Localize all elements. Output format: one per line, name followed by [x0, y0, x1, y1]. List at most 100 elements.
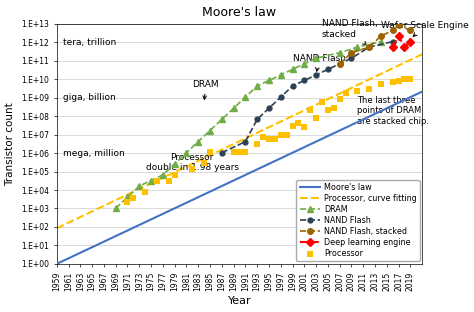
Moore's law — [55, 261, 61, 265]
NAND Flash — [325, 67, 331, 71]
Moore's law — [54, 262, 60, 266]
Legend: Moore's law, Processor, curve fitting, DRAM, NAND Flash, NAND Flash, stacked, De: Moore's law, Processor, curve fitting, D… — [296, 180, 420, 261]
DRAM — [254, 84, 260, 88]
Processor — [312, 116, 320, 121]
NAND Flash, stacked — [378, 34, 384, 38]
Processor — [259, 134, 267, 139]
NAND Flash — [348, 56, 354, 60]
DRAM — [313, 56, 319, 60]
NAND Flash, stacked — [337, 62, 343, 66]
NAND Flash — [219, 151, 225, 155]
DRAM — [207, 129, 213, 132]
Processor — [407, 77, 414, 82]
Line: NAND Flash, stacked: NAND Flash, stacked — [337, 22, 413, 66]
Moore's law — [362, 117, 367, 120]
Processor — [401, 77, 408, 82]
Moore's law — [278, 157, 283, 160]
Processor — [395, 79, 402, 84]
NAND Flash — [337, 62, 343, 66]
DRAM — [219, 118, 225, 121]
DRAM — [183, 151, 189, 155]
Line: Deep learning engine: Deep learning engine — [390, 33, 413, 50]
DRAM — [290, 67, 295, 71]
Processor — [389, 80, 396, 85]
Processor, curve fitting — [419, 52, 425, 56]
Moore's law — [270, 160, 276, 164]
Line: Moore's law: Moore's law — [57, 92, 422, 264]
Processor — [336, 97, 344, 102]
Processor — [236, 149, 243, 154]
NAND Flash, stacked — [396, 23, 401, 27]
Processor — [283, 133, 291, 138]
Deep learning engine — [390, 45, 395, 49]
Line: Processor, curve fitting: Processor, curve fitting — [57, 54, 422, 228]
Processor — [189, 167, 196, 172]
NAND Flash — [243, 140, 248, 144]
Line: DRAM: DRAM — [113, 39, 383, 211]
Title: Moore's law: Moore's law — [202, 6, 276, 18]
Line: NAND Flash: NAND Flash — [219, 39, 395, 155]
DRAM — [148, 179, 154, 183]
Processor — [153, 179, 161, 184]
Processor, curve fitting — [385, 69, 391, 72]
DRAM — [113, 207, 118, 210]
DRAM — [172, 162, 177, 166]
Deep learning engine — [408, 40, 413, 43]
DRAM — [195, 140, 201, 144]
DRAM — [278, 73, 283, 77]
Text: giga, billion: giga, billion — [63, 93, 115, 102]
Processor — [330, 105, 337, 110]
DRAM — [243, 95, 248, 99]
Processor — [301, 125, 308, 130]
NAND Flash — [390, 40, 395, 43]
Processor — [129, 196, 137, 201]
DRAM — [301, 62, 307, 66]
Text: tera, trillion: tera, trillion — [63, 38, 116, 47]
Processor, curve fitting — [272, 123, 277, 127]
Processor — [206, 149, 214, 154]
Processor — [318, 100, 326, 105]
DRAM — [337, 51, 343, 55]
NAND Flash, stacked — [366, 45, 372, 49]
Processor, curve fitting — [270, 123, 276, 127]
Processor — [230, 149, 237, 154]
Processor — [324, 107, 332, 112]
Processor — [265, 137, 273, 142]
Processor, curve fitting — [55, 226, 61, 230]
Processor — [124, 199, 131, 204]
Text: DRAM: DRAM — [192, 80, 219, 100]
Processor, curve fitting — [362, 80, 367, 84]
Processor — [365, 86, 373, 91]
NAND Flash, stacked — [348, 51, 354, 55]
Text: NAND Flash,
stacked: NAND Flash, stacked — [322, 19, 378, 45]
Text: Processor
double in 1.98 years: Processor double in 1.98 years — [146, 153, 239, 173]
Processor — [295, 121, 302, 126]
Moore's law — [385, 106, 391, 110]
NAND Flash — [290, 84, 295, 88]
NAND Flash — [366, 45, 372, 49]
Processor — [165, 179, 173, 184]
Processor — [289, 124, 296, 129]
DRAM — [137, 184, 142, 188]
Processor — [342, 90, 349, 95]
Text: The last three
points of DRAM
are stacked chip.: The last three points of DRAM are stacke… — [357, 96, 429, 125]
NAND Flash — [301, 79, 307, 82]
DRAM — [266, 79, 272, 82]
Processor — [201, 161, 208, 166]
Deep learning engine — [401, 45, 407, 49]
DRAM — [355, 45, 360, 49]
Moore's law — [272, 159, 277, 163]
DRAM — [125, 195, 130, 199]
Processor, curve fitting — [54, 227, 60, 230]
Text: mega, million: mega, million — [63, 149, 124, 158]
Processor — [306, 107, 314, 112]
NAND Flash, stacked — [408, 29, 413, 32]
Text: Wafer Scale Engine: Wafer Scale Engine — [381, 21, 469, 37]
Processor — [171, 172, 178, 177]
Text: NAND Flash: NAND Flash — [292, 54, 346, 71]
X-axis label: Year: Year — [228, 296, 251, 306]
Processor — [253, 142, 261, 147]
Processor, curve fitting — [278, 120, 283, 124]
NAND Flash — [278, 95, 283, 99]
Processor — [141, 189, 149, 194]
